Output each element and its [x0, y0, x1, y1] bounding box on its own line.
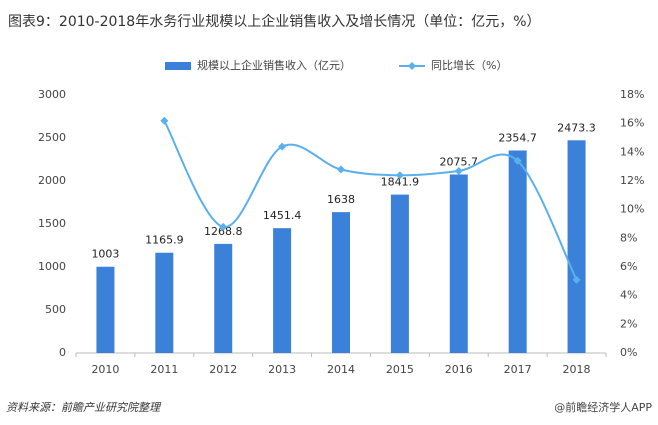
bar-label: 1841.9	[381, 176, 420, 189]
legend-label: 同比增长（%）	[431, 58, 507, 72]
x-tick-label: 2015	[386, 363, 414, 376]
bar-label: 1003	[91, 248, 119, 261]
y-tick-label: 2000	[38, 174, 66, 187]
x-tick-label: 2013	[268, 363, 296, 376]
line-marker	[160, 116, 169, 125]
y2-tick-label: 8%	[620, 231, 637, 244]
x-tick-label: 2018	[563, 363, 591, 376]
y-tick-label: 0	[59, 346, 66, 359]
bar	[96, 266, 115, 353]
chart-title: 图表9：2010-2018年水务行业规模以上企业销售收入及增长情况（单位：亿元，…	[8, 13, 541, 30]
y2-tick-label: 0%	[620, 346, 637, 359]
line-marker	[572, 275, 581, 284]
bar-label: 1638	[327, 193, 355, 206]
bar	[214, 243, 233, 353]
line-marker	[454, 166, 463, 175]
bar-label: 1165.9	[145, 234, 184, 247]
y-tick-label: 1500	[38, 217, 66, 230]
bar	[332, 212, 350, 353]
y2-tick-label: 16%	[620, 117, 644, 130]
bar-label: 2354.7	[498, 131, 537, 144]
y2-tick-label: 10%	[620, 203, 644, 216]
y2-tick-label: 12%	[620, 174, 644, 187]
bar-label: 1268.8	[204, 225, 243, 238]
x-tick-label: 2016	[445, 363, 473, 376]
bar-label: 1451.4	[263, 209, 302, 222]
x-tick-label: 2017	[504, 363, 532, 376]
bar	[390, 194, 409, 353]
y2-tick-label: 4%	[620, 289, 637, 302]
y-tick-label: 500	[45, 303, 66, 316]
line-marker	[337, 165, 345, 174]
bar-label: 2473.3	[557, 121, 596, 134]
legend-swatch	[408, 62, 416, 70]
x-tick-label: 2014	[327, 363, 355, 376]
y2-tick-label: 14%	[620, 145, 644, 158]
x-tick-label: 2010	[91, 363, 119, 376]
y-tick-label: 3000	[38, 88, 66, 101]
source: 资料来源：前瞻产业研究院整理	[6, 401, 162, 414]
y-tick-label: 2500	[38, 131, 66, 144]
line-marker	[513, 156, 522, 165]
legend-label: 规模以上企业销售收入（亿元）	[197, 58, 351, 72]
bar	[273, 228, 292, 353]
y2-tick-label: 18%	[620, 88, 644, 101]
bar-label: 2075.7	[440, 155, 479, 168]
legend-swatch	[165, 62, 191, 70]
x-tick-label: 2011	[150, 363, 178, 376]
line-marker	[219, 222, 228, 231]
y2-tick-label: 2%	[620, 317, 637, 330]
bar	[508, 150, 527, 353]
y-tick-label: 1000	[38, 260, 66, 273]
footer: @前瞻经济学人APP	[554, 400, 652, 414]
bar	[449, 174, 468, 353]
line-marker	[278, 142, 287, 151]
line-marker	[395, 171, 404, 180]
bar	[155, 252, 174, 353]
x-tick-label: 2012	[209, 363, 237, 376]
y2-tick-label: 6%	[620, 260, 637, 273]
bar	[567, 140, 586, 353]
